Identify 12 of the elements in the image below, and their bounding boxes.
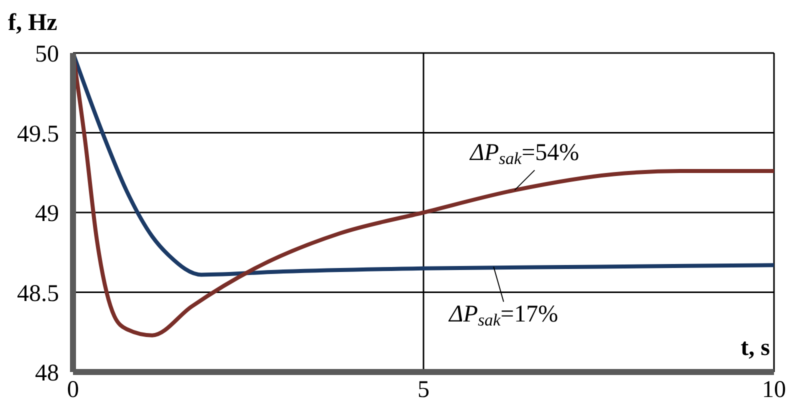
y-tick-label: 48	[35, 360, 59, 387]
y-tick-label: 48.5	[17, 280, 59, 307]
annotation: ΔP$_{sak}$=17%	[448, 302, 558, 330]
annotation: ΔP$_{sak}$=54%	[469, 140, 580, 168]
y-axis-title: f, Hz	[8, 10, 58, 37]
y-tick-label: 50	[35, 42, 59, 68]
x-tick-label: 5	[418, 377, 430, 401]
x-axis-title: t, s	[740, 335, 770, 362]
x-tick-label: 10	[762, 377, 786, 401]
y-tick-label: 49	[35, 201, 59, 228]
x-tick-label: 0	[67, 377, 79, 401]
y-tick-label: 49.5	[17, 121, 59, 148]
